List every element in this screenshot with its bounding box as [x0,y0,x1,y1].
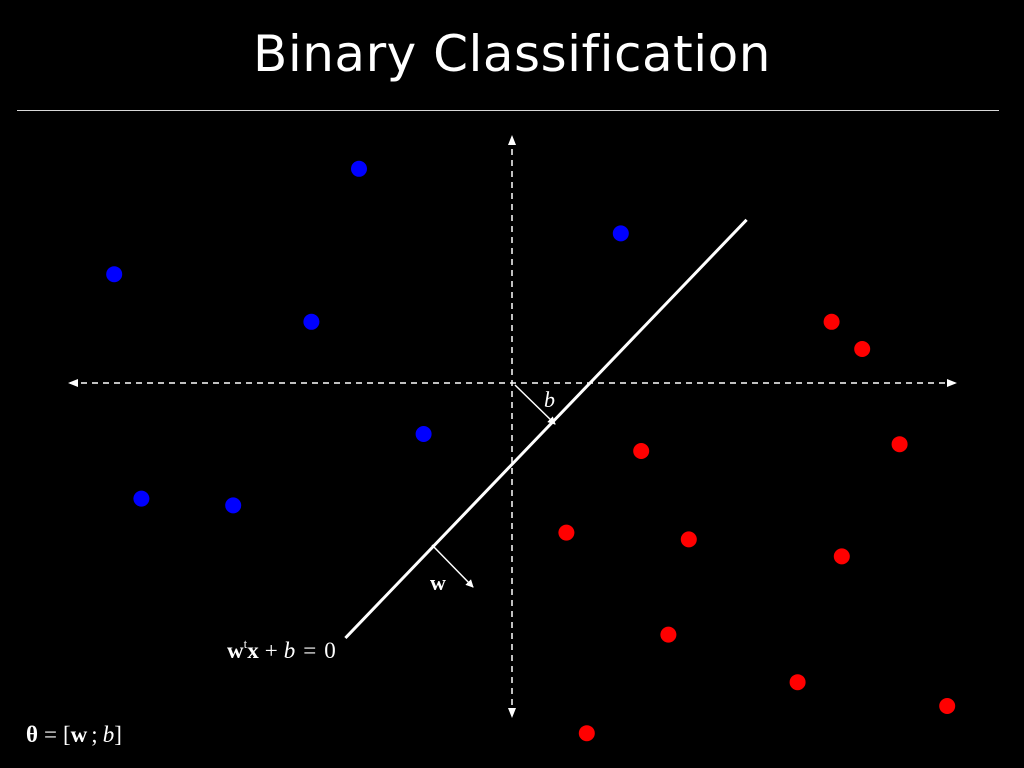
theta-equals: = [44,722,57,747]
red-point [578,725,595,742]
blue-class-points [106,160,629,514]
boundary-eq-transpose: t [244,636,248,651]
theta-symbol: θ [26,722,38,747]
boundary-eq-w: w [227,638,244,663]
theta-separator: ; [91,722,97,747]
theta-close-bracket: ] [114,722,122,747]
y-axis-bottom-arrowhead [508,708,516,718]
theta-b: b [103,722,115,747]
red-point [833,548,850,565]
bias-arrow [514,384,556,425]
boundary-equation: wtx + b = 0 [227,636,336,663]
boundary-eq-b: b [284,638,296,663]
red-point [660,626,677,643]
red-class-points [558,313,956,742]
bias-label: b [544,387,555,412]
y-axis-top-arrowhead [508,135,516,145]
blue-point [415,426,432,442]
blue-point [303,313,320,330]
red-point [823,313,840,330]
weight-arrow [431,544,474,588]
blue-point [612,225,629,242]
title-divider [17,110,999,111]
blue-point [106,266,123,283]
decision-boundary [344,218,748,640]
red-point [680,531,697,548]
red-point [789,674,806,691]
blue-point [351,160,367,177]
boundary-eq-zero: 0 [324,638,336,663]
boundary-eq-equals: = [303,638,316,663]
x-axis-left-arrowhead [68,379,78,387]
theta-w: w [71,722,88,747]
boundary-eq-x: x [247,638,259,663]
theta-open-bracket: [ [63,722,71,747]
red-point [891,436,908,453]
red-point [854,341,871,357]
red-point [558,524,575,541]
slide-title: Binary Classification [253,25,771,83]
x-axis-right-arrowhead [947,379,957,387]
red-point [939,698,956,714]
blue-point [225,497,242,514]
boundary-eq-plus: + [265,638,278,663]
weight-label: w [430,570,446,595]
blue-point [133,490,150,507]
red-point [633,443,650,459]
theta-definition: θ = [w; b] [26,722,122,747]
